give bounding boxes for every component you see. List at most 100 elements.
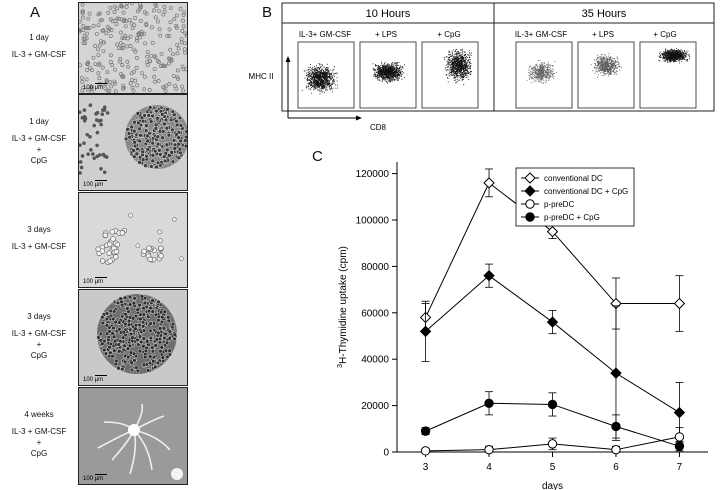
row-label-line: IL-3 + GM-CSF [11,133,67,143]
series-3 [420,427,685,456]
data-point [547,439,558,449]
plot-label-1: IL-3+ GM-CSF [299,30,351,39]
row-label-line: 4 weeks [24,410,54,419]
y-tick-label: 60000 [361,308,389,319]
scale-bar-label: 100 µm [83,182,104,188]
scale-bar-label: 100 µm [83,279,104,285]
data-point [484,444,494,455]
legend-label: conventional DC [544,174,603,183]
row-label-line: 3 days [27,225,51,234]
x-tick-label: 7 [677,462,683,473]
row-label-line: IL-3 + GM-CSF [11,50,67,59]
scale-bar: 100 µm [83,277,107,285]
data-point [546,316,559,328]
panel-b-letter: B [262,4,273,21]
micrograph-4weeks-cpg: 100 µm [78,387,188,485]
plot-label-6: + CpG [653,30,676,39]
y-axis-label: 3H-Thymidine uptake (cpm) [337,246,349,368]
row-label-line: 1 day [29,116,49,126]
panel-c-letter: C [312,148,323,165]
panel-b-frame [281,2,715,112]
legend-entry: p-preDC + CpG [521,212,600,222]
micrograph-3days-cpg: 100 µm [78,289,188,386]
data-point [674,432,685,442]
legend-entry: p-preDC [521,199,574,209]
thymidine-chart: 0 20000 40000 60000 80000 100000 120000 3 4 5 6 7 da… [337,162,708,490]
y-tick-label: 100000 [356,216,390,227]
data-point [673,297,686,310]
plot-label-3: + CpG [437,30,460,39]
x-axis-label: days [542,481,563,490]
row-label-line: CpG [30,155,48,165]
scale-bar: 100 µm [83,180,107,188]
micrograph-1day-cpg: 100 µm [78,94,188,191]
data-point [611,421,621,432]
series-line [425,275,680,413]
scale-bar: 100 µm [83,83,107,91]
group-label-35h: 35 Hours [582,8,627,20]
legend-marker [524,172,536,184]
flow-plot-4 [515,41,573,109]
row-label-5: 4 weeks IL-3 + GM-CSF + CpG [0,409,78,459]
data-point [483,177,495,189]
scale-bar: 100 µm [83,474,107,482]
legend-entry: conventional DC [521,172,603,184]
panel-b-flow-plots: 10 Hours 35 Hours IL-3+ GM-CSF + LPS + C… [249,2,715,132]
data-point [547,399,558,410]
flow-plot-6 [639,41,697,109]
row-label-line: 3 days [27,311,51,321]
plot-label-5: + LPS [592,30,614,39]
plot-label-4: IL-3+ GM-CSF [515,30,567,39]
data-point [673,406,686,419]
row-label-1: 1 day IL-3 + GM-CSF [0,32,78,60]
data-point [611,444,621,455]
legend-label: p-preDC [544,200,574,209]
data-point [484,398,494,408]
y-tick-label: 40000 [361,355,389,366]
row-label-line: CpG [30,350,48,360]
row-label-line: IL-3 + GM-CSF [11,427,67,436]
row-label-3: 3 days IL-3 + GM-CSF [0,224,78,252]
row-label-line: IL-3 + GM-CSF [11,242,67,251]
row-label-line: + [36,339,42,349]
x-tick-label: 4 [486,462,492,473]
legend-marker [524,185,536,197]
legend-marker [525,212,535,222]
micrograph-1day: 100 µm [78,2,188,94]
panel-a-letter: A [30,4,41,21]
scale-bar-label: 100 µm [83,85,104,91]
row-label-line: CpG [30,449,48,458]
flow-plot-3 [421,41,479,109]
row-label-4: 3 days IL-3 + GM-CSF + CpG [0,311,78,361]
cd8-axis-label: CD8 [370,123,387,132]
x-tick-label: 5 [550,462,556,473]
mhc-axis-label: MHC II [249,72,274,81]
data-point [546,225,559,238]
x-tick-label: 3 [423,462,429,473]
group-label-10h: 10 Hours [366,8,411,20]
row-label-line: + [36,144,42,154]
legend-marker [525,199,535,209]
data-point [610,367,622,379]
x-tick-label: 6 [613,462,619,473]
y-tick-label: 120000 [356,169,390,180]
scale-bar: 100 µm [83,375,107,383]
row-label-line: + [36,438,42,447]
data-point [420,446,431,456]
data-point [674,441,685,451]
y-tick-label: 0 [383,448,389,459]
scale-bar-label: 100 µm [83,476,104,482]
series-4 [420,391,685,452]
data-point [419,325,432,338]
row-label-line: IL-3 + GM-CSF [11,328,67,338]
micrograph-3days: 100 µm [78,192,188,288]
data-point [483,269,495,282]
scale-bar-label: 100 µm [83,377,104,383]
plot-label-2: + LPS [375,30,397,39]
row-label-line: 1 day [29,33,49,42]
data-point [420,426,431,436]
flow-plot-2 [359,41,417,109]
legend-label: conventional DC + CpG [544,187,628,196]
flow-plot-5 [577,41,635,109]
legend-entry: conventional DC + CpG [521,185,628,197]
